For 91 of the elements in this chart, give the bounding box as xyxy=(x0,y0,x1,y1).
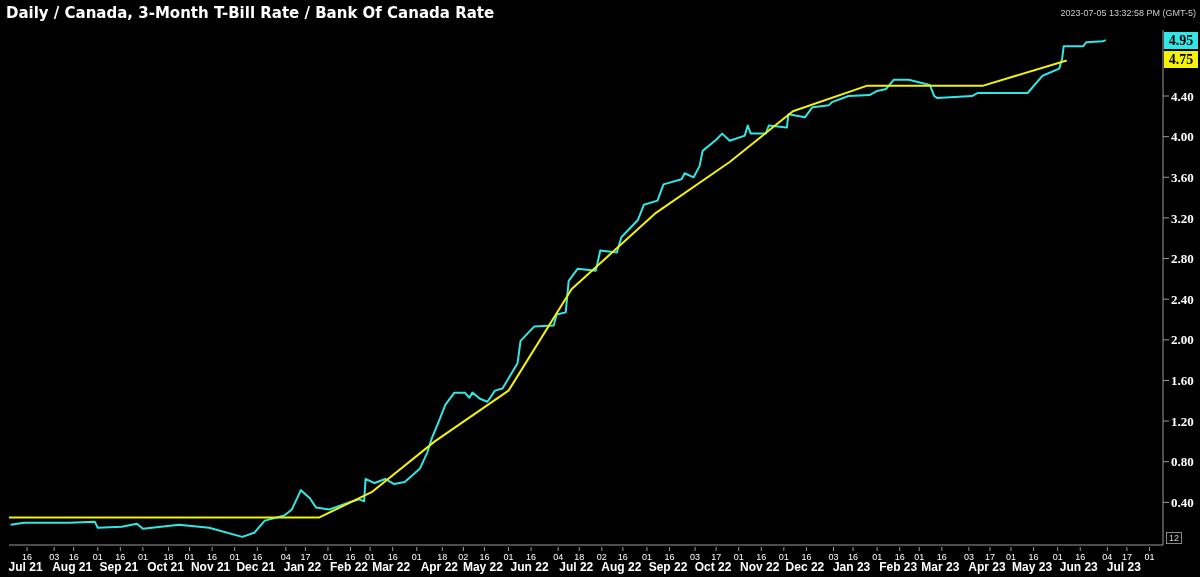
x2-tick-label: Apr 23 xyxy=(968,560,1006,574)
x-tick-label: 18 xyxy=(574,552,585,562)
x-tick-label: 03 xyxy=(963,552,974,562)
x-tick-label: 01 xyxy=(914,552,925,562)
x2-tick-label: Nov 22 xyxy=(740,560,780,574)
y-tick-label: 1.20 xyxy=(1171,413,1194,429)
x-tick-label: 17 xyxy=(1121,552,1132,562)
x-tick-label: 16 xyxy=(936,552,947,562)
x-tick-label: 04 xyxy=(553,552,564,562)
y-tick-label: 3.60 xyxy=(1171,169,1194,185)
x2-tick-label: Jan 23 xyxy=(832,560,871,574)
x-tick-label: 16 xyxy=(894,552,905,562)
x-tick-label: 01 xyxy=(92,552,103,562)
x-tick-label: 01 xyxy=(1144,552,1155,562)
x-tick-label: 16 xyxy=(207,552,218,562)
x-tick-label: 16 xyxy=(664,552,675,562)
y-tick-label: 2.00 xyxy=(1171,332,1194,348)
text: 12 xyxy=(1166,532,1183,544)
x2-tick-label: Apr 22 xyxy=(420,560,459,574)
x-tick-label: 01 xyxy=(872,552,883,562)
x2-tick-label: Mar 23 xyxy=(921,560,960,574)
x-tick-label: 18 xyxy=(437,552,448,562)
x-tick-label: 01 xyxy=(641,552,652,562)
x-tick-label: 16 xyxy=(22,552,33,562)
x-tick-label: 17 xyxy=(300,552,311,562)
x2-tick-label: Oct 21 xyxy=(147,560,185,574)
x-tick-label: 02 xyxy=(458,552,469,562)
y-tick-label: 3.20 xyxy=(1171,210,1194,226)
x-tick-label: 17 xyxy=(711,552,722,562)
y-tick-label: 2.40 xyxy=(1171,291,1194,307)
x2-tick-label: Mar 22 xyxy=(372,560,411,574)
x-tick-label: 01 xyxy=(778,552,789,562)
x-tick-label: 01 xyxy=(322,552,333,562)
x-tick-label: 03 xyxy=(49,552,60,562)
x-tick-label: 01 xyxy=(137,552,148,562)
x-tick-label: 16 xyxy=(801,552,812,562)
x-tick-label: 16 xyxy=(115,552,126,562)
x-tick-label: 16 xyxy=(526,552,537,562)
x2-tick-label: Jun 23 xyxy=(1059,560,1099,574)
x2-tick-label: Nov 21 xyxy=(190,560,231,574)
x2-tick-label: Jun 22 xyxy=(510,560,549,574)
chart-title: Daily / Canada, 3-Month T-Bill Rate / Bank Of Canada Rate xyxy=(6,4,495,22)
y-tick-label: 2.80 xyxy=(1171,251,1194,267)
x-tick-label: 16 xyxy=(1028,552,1039,562)
x2-tick-label: May 22 xyxy=(462,560,504,574)
x-tick-label: 01 xyxy=(229,552,240,562)
x2-tick-label: Jul 22 xyxy=(559,560,594,574)
x2-tick-label: Sep 21 xyxy=(99,560,139,574)
x2-tick-label: Jan 22 xyxy=(283,560,322,574)
x2-tick-label: Dec 22 xyxy=(785,560,825,574)
x-tick-label: 16 xyxy=(479,552,490,562)
x-tick-label: 03 xyxy=(828,552,839,562)
x2-tick-label: Jul 23 xyxy=(1106,560,1142,574)
x-tick-label: 02 xyxy=(596,552,607,562)
x-tick-label: 04 xyxy=(280,552,291,562)
x-tick-label: 16 xyxy=(345,552,356,562)
x-tick-label: 18 xyxy=(163,552,174,562)
x-tick-label: 01 xyxy=(411,552,422,562)
text: 4.75 xyxy=(1164,51,1198,68)
x-tick-label: 16 xyxy=(387,552,398,562)
x-tick-label: 01 xyxy=(733,552,744,562)
x-tick-label: 16 xyxy=(68,552,79,562)
x-tick-label: 01 xyxy=(1006,552,1017,562)
x2-tick-label: May 23 xyxy=(1012,560,1053,574)
x-tick-label: 01 xyxy=(184,552,195,562)
y-tick-label: 0.40 xyxy=(1171,494,1194,510)
x2-tick-label: Feb 22 xyxy=(330,560,369,574)
x-tick-label: 01 xyxy=(365,552,376,562)
x2-tick-label: Aug 21 xyxy=(52,560,93,574)
text: 4.95 xyxy=(1164,32,1198,49)
x-tick-label: 16 xyxy=(252,552,263,562)
x2-tick-label: Jul 21 xyxy=(8,560,43,574)
y-tick-label: 4.00 xyxy=(1171,129,1194,145)
x2-tick-label: Aug 22 xyxy=(601,560,642,574)
x2-tick-label: Feb 23 xyxy=(879,560,918,574)
x2-tick-label: Oct 22 xyxy=(694,560,732,574)
y-tick-label: 1.60 xyxy=(1171,373,1194,389)
x-tick-label: 16 xyxy=(617,552,628,562)
y-tick-label: 0.80 xyxy=(1171,454,1194,470)
x2-tick-label: Sep 22 xyxy=(648,560,688,574)
x-tick-label: 16 xyxy=(756,552,767,562)
x-tick-label: 17 xyxy=(984,552,995,562)
x-tick-label: 16 xyxy=(1075,552,1086,562)
text: 2023-07-05 13:32:58 PM (GMT-5) xyxy=(1060,8,1196,18)
x-tick-label: 01 xyxy=(1052,552,1063,562)
x-tick-label: 04 xyxy=(1102,552,1113,562)
x-tick-label: 01 xyxy=(503,552,514,562)
x2-tick-label: Dec 21 xyxy=(236,560,276,574)
x-tick-label: 03 xyxy=(690,552,701,562)
x-tick-label: 16 xyxy=(848,552,859,562)
y-tick-label: 4.40 xyxy=(1171,88,1194,104)
